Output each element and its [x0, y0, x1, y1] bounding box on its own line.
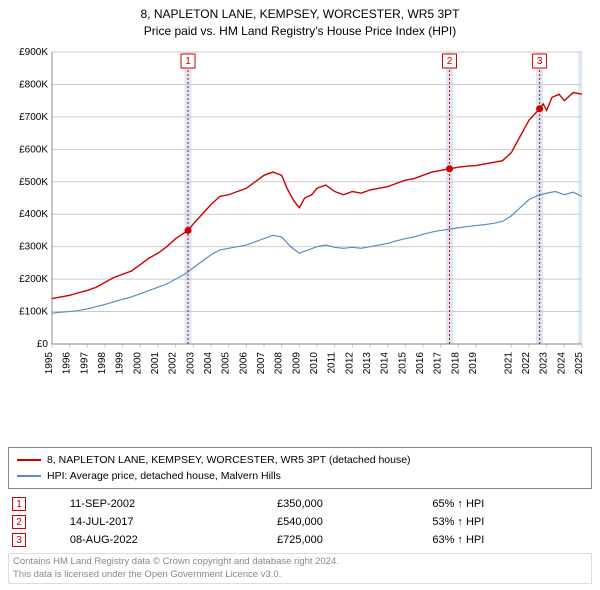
sale-price-2: £540,000 [267, 513, 422, 531]
sale-row-1: 1 11-SEP-2002 £350,000 65% ↑ HPI [8, 495, 592, 513]
svg-text:2006: 2006 [238, 351, 249, 374]
price-chart: £0 £100K £200K £300K £400K £500K £600K £700K £80… [8, 44, 592, 384]
svg-text:£100K: £100K [19, 306, 48, 317]
svg-text:2016: 2016 [415, 351, 426, 374]
svg-text:2024: 2024 [556, 351, 567, 374]
sale-price-1: £350,000 [267, 495, 422, 513]
svg-text:£500K: £500K [19, 176, 48, 187]
svg-text:2000: 2000 [132, 351, 143, 374]
svg-text:2013: 2013 [362, 351, 373, 374]
chart-title-block: 8, NAPLETON LANE, KEMPSEY, WORCESTER, WR… [8, 6, 592, 40]
legend-label-1: 8, NAPLETON LANE, KEMPSEY, WORCESTER, WR… [47, 454, 411, 466]
svg-text:1996: 1996 [62, 351, 73, 374]
svg-text:2007: 2007 [256, 351, 267, 374]
svg-text:2004: 2004 [203, 351, 214, 374]
svg-text:2019: 2019 [468, 351, 479, 374]
svg-text:2017: 2017 [433, 351, 444, 374]
svg-text:2018: 2018 [450, 351, 461, 374]
svg-text:£700K: £700K [19, 111, 48, 122]
title-line-2: Price paid vs. HM Land Registry's House … [8, 23, 592, 40]
svg-text:2002: 2002 [168, 351, 179, 374]
svg-text:2025: 2025 [574, 351, 585, 374]
svg-text:2014: 2014 [380, 351, 391, 374]
svg-text:2008: 2008 [274, 351, 285, 374]
svg-text:£600K: £600K [19, 144, 48, 155]
sale-marker-1: 1 [12, 497, 26, 511]
footer-attribution: Contains HM Land Registry data © Crown c… [8, 553, 592, 584]
svg-text:2: 2 [447, 56, 453, 67]
sale-delta-2: 53% ↑ HPI [422, 513, 592, 531]
svg-text:1998: 1998 [97, 351, 108, 374]
sale-row-2: 2 14-JUL-2017 £540,000 53% ↑ HPI [8, 513, 592, 531]
svg-text:2001: 2001 [150, 351, 161, 374]
legend-box: 8, NAPLETON LANE, KEMPSEY, WORCESTER, WR… [8, 447, 592, 489]
svg-text:£200K: £200K [19, 274, 48, 285]
svg-text:2022: 2022 [521, 351, 532, 374]
svg-text:1997: 1997 [79, 351, 90, 374]
svg-text:£800K: £800K [19, 79, 48, 90]
legend-swatch-2 [17, 475, 41, 477]
sale-price-3: £725,000 [267, 531, 422, 549]
sales-table: 1 11-SEP-2002 £350,000 65% ↑ HPI 2 14-JU… [8, 495, 592, 549]
legend-label-2: HPI: Average price, detached house, Malv… [47, 470, 281, 482]
svg-text:2023: 2023 [539, 351, 550, 374]
svg-text:2005: 2005 [221, 351, 232, 374]
svg-text:1999: 1999 [115, 351, 126, 374]
svg-text:2009: 2009 [291, 351, 302, 374]
sale-row-3: 3 08-AUG-2022 £725,000 63% ↑ HPI [8, 531, 592, 549]
svg-text:1: 1 [185, 56, 191, 67]
sale-date-3: 08-AUG-2022 [60, 531, 267, 549]
footer-line-2: This data is licensed under the Open Gov… [13, 569, 587, 581]
svg-text:2015: 2015 [397, 351, 408, 374]
svg-text:£300K: £300K [19, 241, 48, 252]
svg-text:£0: £0 [37, 339, 49, 350]
sale-delta-3: 63% ↑ HPI [422, 531, 592, 549]
svg-text:£400K: £400K [19, 209, 48, 220]
legend-row-series1: 8, NAPLETON LANE, KEMPSEY, WORCESTER, WR… [17, 452, 583, 468]
sale-marker-2: 2 [12, 515, 26, 529]
footer-line-1: Contains HM Land Registry data © Crown c… [13, 556, 587, 568]
sale-marker-3: 3 [12, 533, 26, 547]
svg-text:2011: 2011 [327, 351, 338, 373]
svg-text:2010: 2010 [309, 351, 320, 374]
sale-delta-1: 65% ↑ HPI [422, 495, 592, 513]
legend-row-series2: HPI: Average price, detached house, Malv… [17, 468, 583, 484]
svg-text:2003: 2003 [185, 351, 196, 374]
svg-text:2021: 2021 [503, 351, 514, 374]
legend-swatch-1 [17, 459, 41, 461]
chart-container: £0 £100K £200K £300K £400K £500K £600K £700K £80… [8, 44, 592, 444]
title-line-1: 8, NAPLETON LANE, KEMPSEY, WORCESTER, WR… [8, 6, 592, 23]
sale-date-1: 11-SEP-2002 [60, 495, 267, 513]
svg-text:2012: 2012 [344, 351, 355, 374]
svg-text:£900K: £900K [19, 47, 48, 58]
svg-text:3: 3 [537, 56, 543, 67]
sale-date-2: 14-JUL-2017 [60, 513, 267, 531]
svg-text:1995: 1995 [44, 351, 55, 374]
